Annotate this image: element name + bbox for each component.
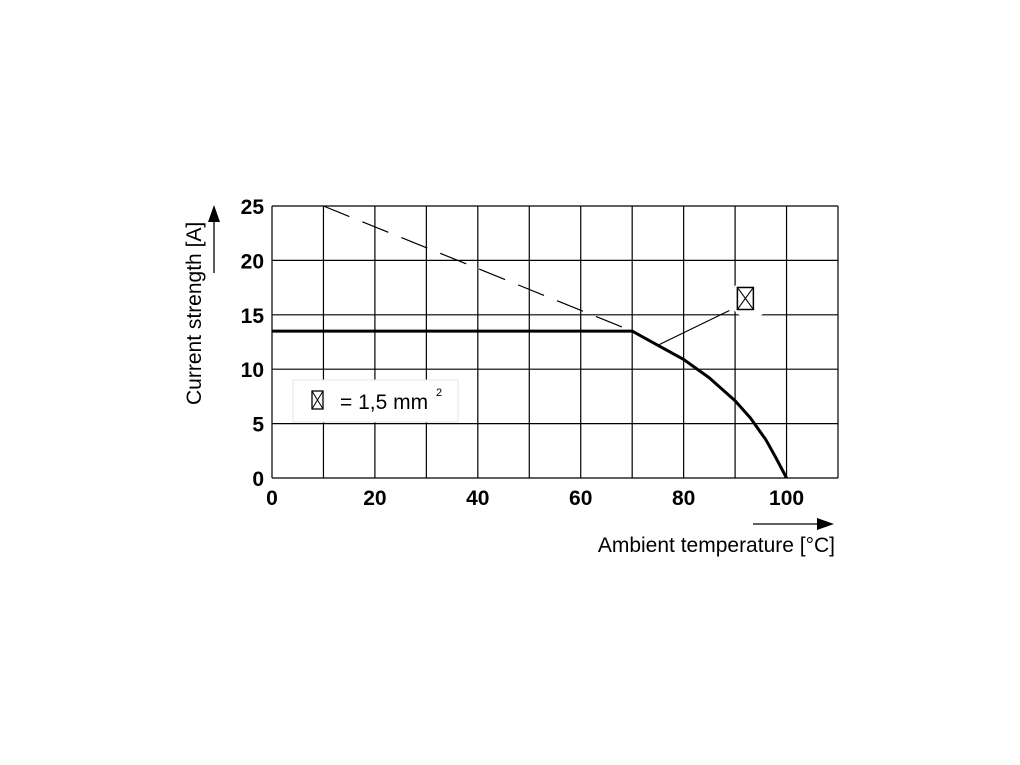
x-tick-label-40: 40 — [466, 487, 489, 510]
legend: = 1,5 mm 2 — [292, 379, 459, 423]
grid — [271, 205, 839, 479]
series-layer — [272, 205, 788, 479]
y-tick-label-25: 25 — [241, 196, 265, 219]
y-tick-label-5: 5 — [252, 414, 264, 437]
x-tick-label-100: 100 — [769, 487, 804, 510]
legend-superscript: 2 — [436, 387, 442, 399]
y-axis-title: Current strength [A] — [183, 222, 206, 405]
annotation-leader-line-0 — [657, 309, 730, 346]
tick-labels: 0 20 40 60 80 100 0 5 10 15 20 25 — [241, 196, 804, 510]
marker-diagonal-2 — [736, 287, 754, 310]
legend-box — [292, 379, 459, 423]
x-tick-label-0: 0 — [266, 487, 278, 510]
x-tick-label-60: 60 — [569, 487, 592, 510]
y-axis-arrow-head — [208, 205, 220, 222]
x-axis-title-group: Ambient temperature [°C] — [598, 518, 835, 557]
x-axis-arrow-head — [817, 518, 834, 530]
annotation-layer — [657, 278, 771, 346]
y-tick-label-20: 20 — [241, 250, 264, 273]
x-tick-label-80: 80 — [672, 487, 695, 510]
series-0-solid-line — [272, 329, 788, 479]
conductor-cross-section-icon — [311, 390, 324, 410]
conductor-marker-icon — [736, 286, 755, 311]
x-axis-title: Ambient temperature [°C] — [598, 534, 835, 557]
y-tick-label-10: 10 — [241, 359, 264, 382]
y-tick-label-0: 0 — [252, 468, 264, 491]
legend-label: = 1,5 mm — [340, 391, 428, 414]
y-axis-title-group: Current strength [A] — [183, 205, 220, 405]
x-tick-label-20: 20 — [363, 487, 386, 510]
series-1-dashed-line — [323, 205, 633, 332]
y-tick-label-15: 15 — [241, 305, 265, 328]
